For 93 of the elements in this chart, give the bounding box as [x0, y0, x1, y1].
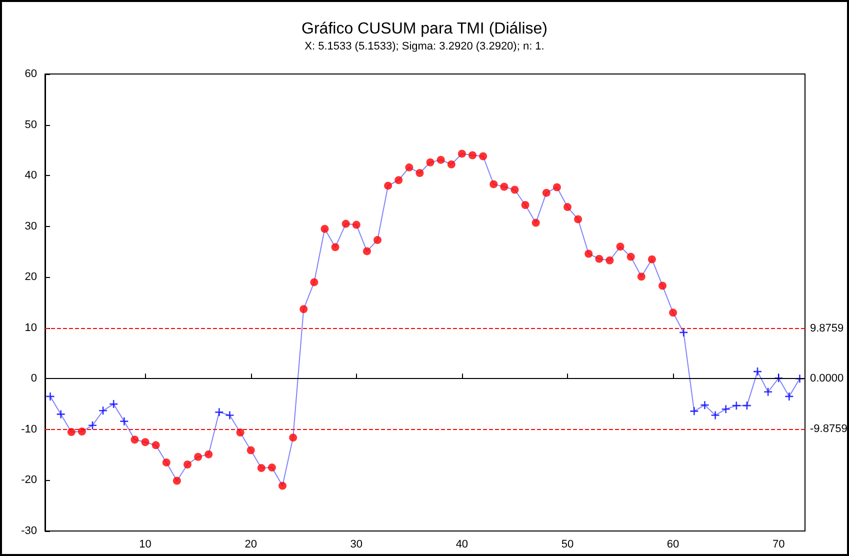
y-tick-label: 60 — [24, 68, 37, 80]
point — [658, 282, 666, 290]
point — [141, 438, 150, 446]
point — [362, 247, 371, 256]
point — [416, 169, 424, 178]
point — [458, 150, 466, 158]
point — [479, 152, 488, 160]
point — [616, 242, 624, 251]
point — [468, 151, 476, 160]
ref-line-label: -9.8759 — [810, 422, 848, 435]
point — [521, 201, 530, 210]
point — [184, 460, 192, 468]
point — [436, 156, 445, 164]
point — [552, 183, 561, 192]
point — [710, 410, 720, 420]
x-tick-label: 20 — [244, 538, 257, 550]
point — [257, 464, 266, 472]
point — [152, 441, 160, 450]
x-tick-label: 70 — [772, 538, 785, 550]
point — [542, 188, 550, 197]
point — [637, 272, 646, 281]
point — [342, 220, 350, 228]
point — [510, 186, 519, 194]
point — [108, 399, 118, 409]
point — [721, 404, 730, 414]
point — [56, 410, 66, 419]
point — [606, 256, 614, 264]
point — [46, 392, 55, 402]
point — [564, 203, 572, 212]
x-tick-label: 60 — [666, 538, 680, 550]
chart-title: Gráfico CUSUM para TMI (Diálise) — [302, 20, 548, 38]
point — [120, 416, 129, 426]
point — [78, 427, 86, 436]
point — [225, 410, 234, 420]
point — [278, 482, 286, 490]
point — [742, 400, 752, 410]
y-tick-label: 50 — [24, 118, 37, 131]
point — [300, 305, 308, 314]
y-tick-label: 10 — [24, 322, 37, 334]
y-tick-label: 30 — [24, 220, 37, 232]
point — [289, 434, 298, 442]
point — [763, 387, 773, 397]
point — [268, 464, 276, 472]
chart-subtitle: X: 5.1533 (5.1533); Sigma: 3.2920 (3.2920); n: 1. — [304, 40, 544, 52]
y-tick-label: -10 — [21, 423, 37, 436]
point — [320, 224, 329, 233]
point — [374, 236, 382, 244]
y-tick-label: -30 — [21, 525, 37, 537]
point — [246, 446, 255, 454]
point — [236, 428, 244, 436]
x-tick-label: 50 — [561, 538, 574, 550]
point — [405, 163, 414, 172]
point — [752, 366, 762, 376]
point — [352, 220, 360, 229]
y-tick-label: 20 — [24, 271, 37, 284]
point — [648, 255, 656, 264]
point — [88, 420, 98, 430]
y-tick-label: 0 — [30, 372, 37, 385]
point — [490, 180, 498, 188]
point — [162, 458, 170, 466]
point — [204, 450, 213, 458]
point — [310, 278, 318, 286]
point — [700, 400, 710, 410]
point — [626, 252, 635, 261]
point — [214, 408, 224, 417]
point — [584, 250, 593, 258]
point — [678, 328, 688, 338]
point — [574, 215, 582, 224]
point — [732, 400, 742, 410]
point — [784, 392, 794, 402]
point — [394, 176, 403, 184]
point — [595, 254, 604, 263]
x-tick-label: 30 — [350, 538, 363, 550]
ref-line-label: 0.0000 — [810, 372, 844, 385]
point — [172, 476, 181, 485]
point — [426, 158, 434, 166]
point — [194, 452, 202, 461]
point — [690, 406, 699, 416]
point — [384, 182, 392, 190]
point — [130, 436, 139, 444]
point — [447, 160, 456, 168]
ref-line-label: 9.8759 — [810, 322, 844, 334]
y-tick-label: 40 — [24, 170, 37, 182]
x-tick-label: 10 — [139, 538, 152, 550]
point — [669, 308, 678, 317]
point — [98, 406, 108, 416]
point — [67, 428, 76, 436]
y-tick-label: -20 — [21, 474, 37, 486]
point — [532, 218, 540, 227]
x-tick-label: 40 — [456, 538, 468, 550]
point — [500, 182, 508, 191]
point — [331, 243, 340, 252]
point — [774, 374, 784, 383]
